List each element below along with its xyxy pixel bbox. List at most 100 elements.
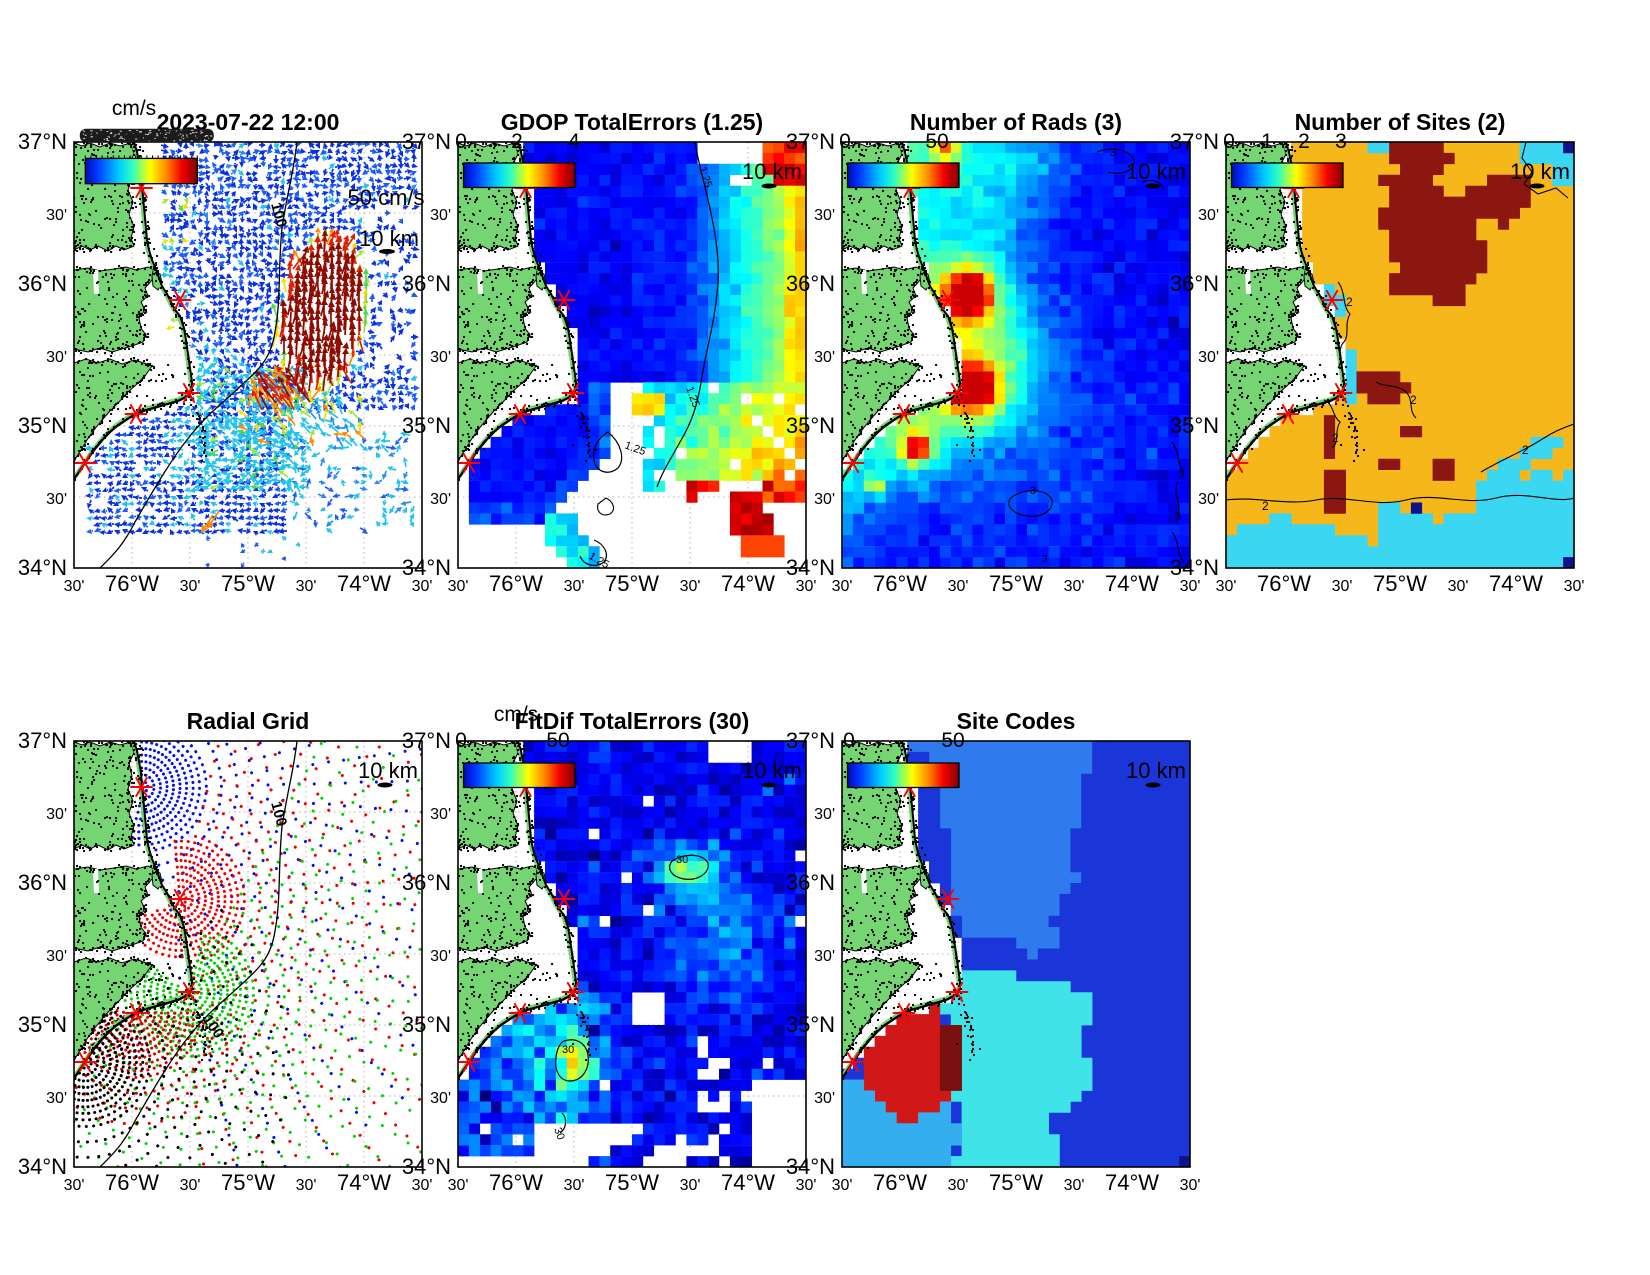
svg-text:36°N: 36°N (786, 870, 835, 895)
svg-text:0: 0 (843, 729, 855, 752)
svg-text:36°N: 36°N (18, 271, 67, 296)
svg-text:35°N: 35°N (1170, 413, 1219, 438)
svg-text:36°N: 36°N (18, 870, 67, 895)
svg-text:10 km: 10 km (742, 758, 802, 783)
svg-text:0: 0 (839, 130, 851, 153)
svg-text:34°N: 34°N (402, 1154, 451, 1179)
svg-text:100: 100 (267, 201, 290, 230)
svg-text:30': 30' (46, 1090, 67, 1107)
svg-text:30': 30' (64, 578, 85, 595)
svg-text:35°N: 35°N (402, 1012, 451, 1037)
svg-text:0: 0 (455, 729, 467, 752)
svg-text:75°W: 75°W (221, 1170, 275, 1195)
svg-text:10 km: 10 km (1126, 159, 1186, 184)
svg-text:30: 30 (676, 854, 688, 866)
svg-text:34°N: 34°N (786, 555, 835, 580)
svg-text:37°N: 37°N (1170, 129, 1219, 154)
svg-text:35°N: 35°N (786, 1012, 835, 1037)
svg-text:30': 30' (814, 349, 835, 366)
svg-text:30': 30' (448, 1177, 469, 1194)
svg-text:30': 30' (796, 578, 817, 595)
svg-text:30': 30' (796, 1177, 817, 1194)
svg-text:10 km: 10 km (742, 159, 802, 184)
svg-text:36°N: 36°N (786, 271, 835, 296)
svg-text:30': 30' (948, 578, 969, 595)
svg-text:2: 2 (1410, 393, 1417, 407)
svg-text:2: 2 (1298, 130, 1310, 153)
svg-text:30': 30' (814, 1090, 835, 1107)
svg-text:30': 30' (430, 349, 451, 366)
svg-text:cm/s: cm/s (112, 97, 156, 120)
svg-text:30': 30' (430, 491, 451, 508)
svg-text:30': 30' (1216, 578, 1237, 595)
svg-text:34°N: 34°N (1170, 555, 1219, 580)
svg-text:74°W: 74°W (1489, 571, 1543, 596)
svg-text:4: 4 (568, 130, 580, 153)
svg-text:75°W: 75°W (989, 1170, 1043, 1195)
svg-text:30: 30 (562, 1044, 574, 1056)
svg-text:30': 30' (430, 1090, 451, 1107)
svg-text:76°W: 76°W (489, 571, 543, 596)
svg-text:74°W: 74°W (1105, 571, 1159, 596)
svg-text:30': 30' (430, 806, 451, 823)
svg-text:30': 30' (180, 578, 201, 595)
svg-text:50: 50 (546, 729, 569, 752)
svg-text:3: 3 (1042, 554, 1048, 565)
svg-text:30': 30' (46, 806, 67, 823)
svg-text:30': 30' (1448, 578, 1469, 595)
svg-text:37°N: 37°N (786, 129, 835, 154)
svg-text:30': 30' (46, 207, 67, 224)
svg-text:75°W: 75°W (605, 1170, 659, 1195)
svg-text:76°W: 76°W (489, 1170, 543, 1195)
svg-text:30': 30' (564, 578, 585, 595)
svg-text:30': 30' (430, 948, 451, 965)
svg-text:75°W: 75°W (1373, 571, 1427, 596)
svg-text:50: 50 (925, 130, 948, 153)
svg-text:30': 30' (412, 578, 433, 595)
svg-text:74°W: 74°W (721, 1170, 775, 1195)
svg-text:30': 30' (46, 491, 67, 508)
svg-text:35°N: 35°N (18, 413, 67, 438)
svg-text:50 cm/s: 50 cm/s (347, 185, 424, 210)
svg-text:30': 30' (814, 806, 835, 823)
svg-text:74°W: 74°W (1105, 1170, 1159, 1195)
svg-text:2: 2 (1522, 443, 1529, 457)
svg-text:36°N: 36°N (402, 870, 451, 895)
svg-text:37°N: 37°N (18, 129, 67, 154)
svg-text:30': 30' (680, 1177, 701, 1194)
svg-text:30': 30' (296, 1177, 317, 1194)
svg-text:2: 2 (1346, 295, 1353, 309)
svg-text:30': 30' (1198, 491, 1219, 508)
svg-text:34°N: 34°N (786, 1154, 835, 1179)
svg-text:30': 30' (948, 1177, 969, 1194)
svg-text:76°W: 76°W (1257, 571, 1311, 596)
svg-text:37°N: 37°N (18, 728, 67, 753)
svg-text:3: 3 (1175, 511, 1181, 523)
svg-text:Number of Rads (3): Number of Rads (3) (910, 109, 1122, 135)
svg-text:76°W: 76°W (873, 571, 927, 596)
svg-text:34°N: 34°N (18, 1154, 67, 1179)
svg-text:35°N: 35°N (18, 1012, 67, 1037)
svg-text:36°N: 36°N (1170, 271, 1219, 296)
svg-text:2: 2 (1262, 499, 1269, 513)
svg-text:100: 100 (267, 800, 290, 829)
svg-text:75°W: 75°W (221, 571, 275, 596)
svg-text:36°N: 36°N (402, 271, 451, 296)
svg-text:50: 50 (941, 729, 964, 752)
svg-text:2: 2 (511, 130, 523, 153)
svg-text:30': 30' (46, 349, 67, 366)
svg-text:3: 3 (1335, 130, 1347, 153)
svg-text:GDOP TotalErrors (1.25): GDOP TotalErrors (1.25) (501, 109, 763, 135)
svg-text:30': 30' (1564, 578, 1585, 595)
svg-text:30': 30' (448, 578, 469, 595)
svg-text:10 km: 10 km (1126, 758, 1186, 783)
svg-text:30': 30' (1332, 578, 1353, 595)
svg-text:30': 30' (1180, 578, 1201, 595)
svg-text:35°N: 35°N (402, 413, 451, 438)
svg-text:30': 30' (1198, 207, 1219, 224)
svg-text:75°W: 75°W (605, 571, 659, 596)
svg-text:74°W: 74°W (337, 571, 391, 596)
svg-text:74°W: 74°W (721, 571, 775, 596)
svg-text:3: 3 (1110, 147, 1116, 159)
svg-text:cm/s: cm/s (494, 703, 538, 726)
